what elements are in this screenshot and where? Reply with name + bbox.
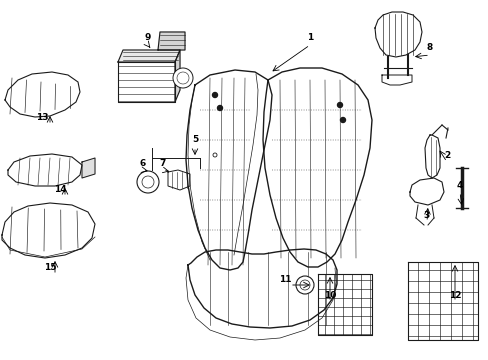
Circle shape — [137, 171, 159, 193]
Polygon shape — [424, 135, 439, 178]
Polygon shape — [187, 249, 336, 328]
Text: 7: 7 — [160, 158, 166, 167]
Text: 1: 1 — [306, 33, 312, 42]
Text: 2: 2 — [443, 150, 449, 159]
Polygon shape — [317, 274, 371, 335]
Polygon shape — [158, 32, 184, 50]
Circle shape — [295, 276, 313, 294]
Polygon shape — [185, 70, 271, 270]
Polygon shape — [5, 72, 80, 117]
Text: 12: 12 — [448, 291, 460, 300]
Polygon shape — [407, 262, 477, 340]
Text: 15: 15 — [43, 264, 56, 273]
Polygon shape — [175, 50, 180, 102]
Circle shape — [212, 93, 217, 98]
Text: 8: 8 — [426, 44, 432, 53]
Text: 6: 6 — [140, 158, 146, 167]
Text: 4: 4 — [456, 180, 462, 189]
Text: 3: 3 — [423, 211, 429, 220]
Circle shape — [337, 103, 342, 108]
Text: 14: 14 — [54, 185, 66, 194]
Text: 10: 10 — [323, 291, 336, 300]
Polygon shape — [2, 203, 95, 258]
Circle shape — [340, 117, 345, 122]
Polygon shape — [168, 170, 190, 190]
Polygon shape — [409, 178, 443, 205]
Text: 5: 5 — [191, 135, 198, 144]
Circle shape — [217, 105, 222, 111]
Circle shape — [173, 68, 193, 88]
Polygon shape — [374, 12, 421, 57]
Text: 9: 9 — [144, 33, 151, 42]
Polygon shape — [118, 62, 175, 102]
Text: 11: 11 — [278, 275, 291, 284]
Polygon shape — [82, 158, 95, 178]
Polygon shape — [8, 154, 82, 186]
Polygon shape — [263, 68, 371, 267]
Polygon shape — [118, 50, 180, 62]
Text: 13: 13 — [36, 113, 48, 122]
